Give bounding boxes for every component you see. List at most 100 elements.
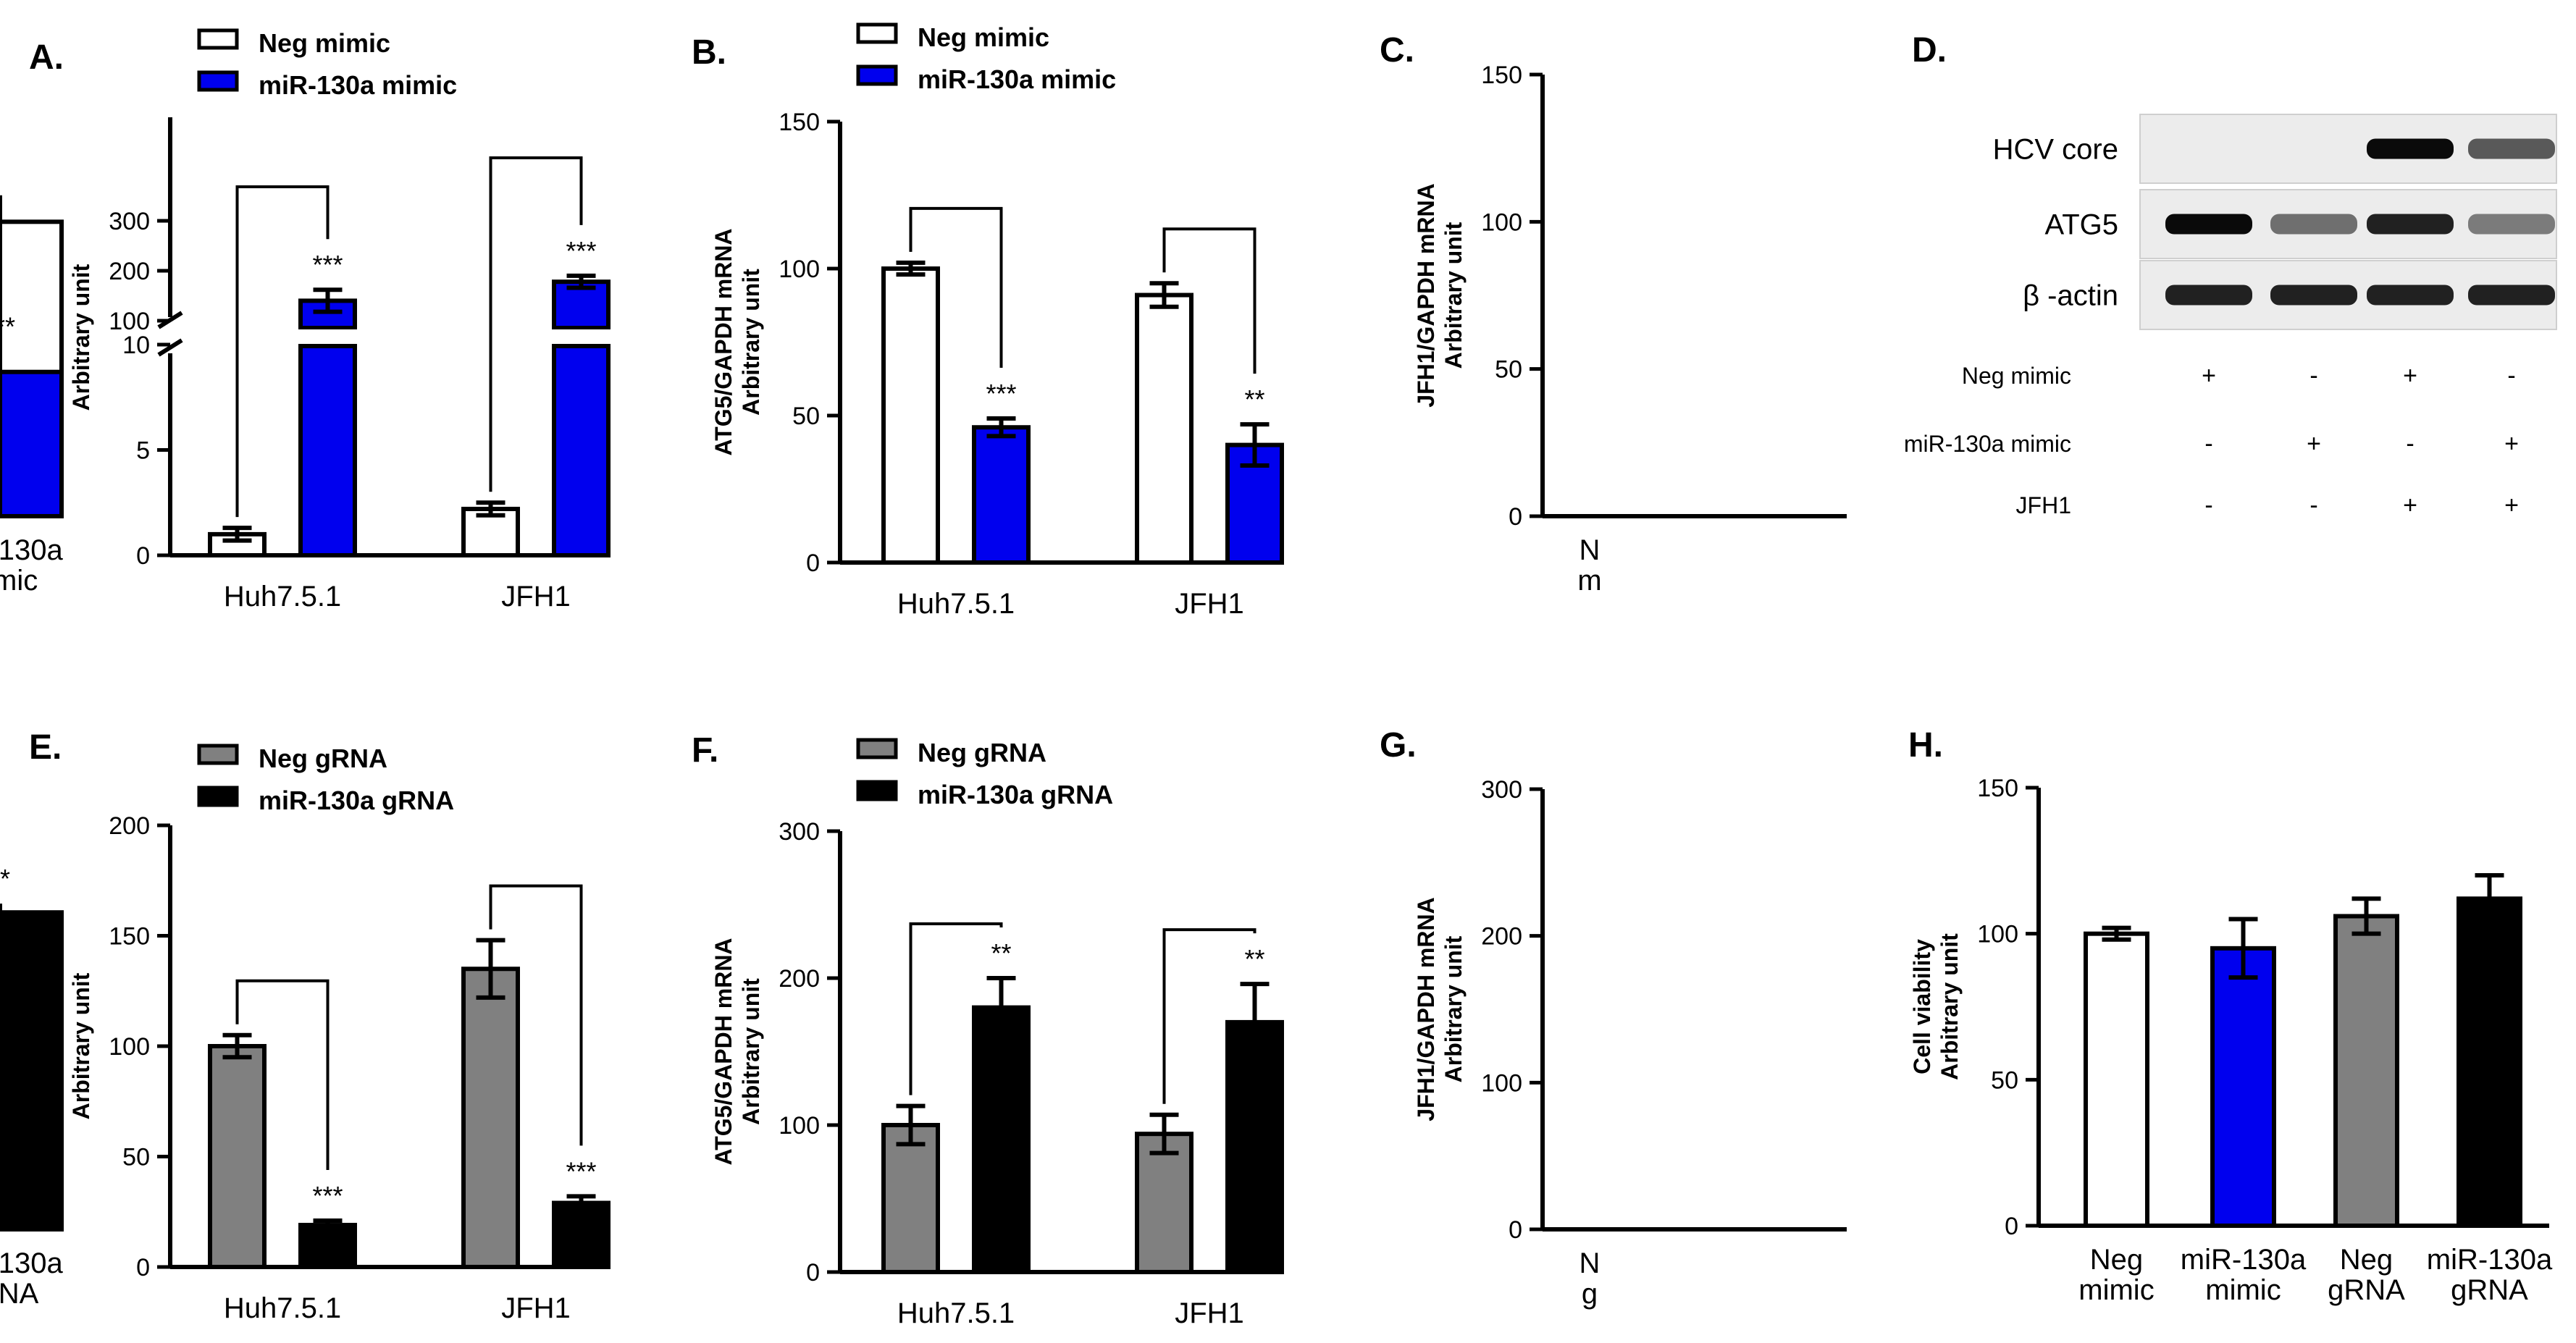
error-bar [896,1103,926,1147]
y-tick-label: 200 [109,258,150,285]
panel-label: F. [692,731,718,770]
error-bar [476,500,505,518]
bar [461,967,520,1269]
condition-sign: + [2307,430,2321,458]
significance-label: *** [566,236,596,266]
y-tick-label: 100 [109,1033,150,1061]
bar [2210,946,2276,1229]
condition-sign: - [2309,362,2317,390]
axis-break-gap [298,329,358,344]
y-tick-label: 0 [1509,1216,1522,1244]
y-axis-label-line: Arbitrary unit [1440,222,1467,369]
legend-label: Neg gRNA [259,744,387,773]
x-tick-label: Huh7.5.1 [224,1292,341,1324]
legend-label: Neg mimic [918,22,1049,52]
y-axis-label-line: ATG5/GAPDH mRNA [710,228,737,455]
y-tick-label: 150 [1977,775,2018,802]
y-tick-label: 100 [1977,921,2018,948]
significance-bracket [1162,227,1256,374]
y-axis-label-line: Arbitrary unit [68,264,94,411]
significance-bracket [489,884,583,1146]
bar [552,344,611,557]
error-bar [2475,873,2504,925]
x-tick-label: gRNA [2328,1274,2405,1306]
blot-row-label: ATG5 [2044,209,2118,241]
error-bar [222,526,252,543]
blot-band [2165,214,2252,235]
condition-sign: + [2403,362,2417,390]
y-tick-label: 0 [136,542,150,570]
legend-swatch [856,780,898,801]
condition-label: JFH1 [2016,492,2071,518]
x-tick-label: mimic [2078,1274,2154,1306]
significance-label: *** [312,250,343,279]
y-axis: 0 50 100 150 [1481,62,1545,531]
y-axis-label: JFH1/GAPDH mRNA Arbitrary unit [1413,183,1467,407]
bar [298,1223,357,1270]
x-tick-label: mimic [2205,1274,2281,1306]
legend-label: miR-130a mimic [259,70,457,100]
y-axis-label: ATG5/GAPDH mRNA Arbitrary unit [710,228,764,455]
blot-band [2367,138,2454,159]
y-tick-label: 150 [779,109,820,136]
panel-label: D. [1912,31,1947,70]
significance-bracket [1162,928,1256,1104]
error-bar [986,976,1016,1040]
significance-bracket [489,156,583,492]
condition-sign: + [2403,492,2417,519]
significance-bracket [235,185,330,518]
significance-label: *** [0,311,15,341]
y-tick-label: 100 [779,1112,820,1140]
bar [208,531,267,558]
bar [881,1123,940,1274]
y-tick-label: 0 [1509,503,1522,531]
significance-label: ** [1244,384,1264,414]
error-bar [566,273,596,290]
error-bar [1149,1112,1179,1155]
y-tick-label: 0 [806,550,820,577]
bar [1135,1132,1193,1275]
y-tick-label: 5 [136,437,150,465]
y-tick-label: 100 [109,308,150,335]
significance-label: *** [566,1156,596,1186]
x-tick-label: gRNA [2451,1274,2528,1306]
blot-band [2367,285,2454,306]
x-tick-label: Neg [2090,1244,2143,1276]
bar [298,344,357,557]
legend-label: Neg mimic [259,28,390,58]
y-tick-label: 100 [779,256,820,283]
blot-band [2468,285,2555,306]
x-tick-label: Neg [1579,534,2576,566]
error-bar [2228,917,2258,980]
y-axis: 0 50 100 150 200 [109,812,172,1281]
error-bar [1240,422,1270,468]
y-tick-label: 50 [1495,356,1522,384]
y-axis-label-line: Arbitrary unit [1440,935,1467,1082]
bar [2457,896,2522,1229]
error-bar [313,1218,343,1232]
condition-sign: + [2202,362,2216,390]
error-bar [566,1194,596,1212]
bar [2333,914,2399,1228]
y-tick-label: 200 [779,965,820,993]
y-tick-label: 150 [109,923,150,951]
blot-row: ATG5 [2044,189,2557,259]
error-bar [2351,896,2381,936]
condition-sign: - [2204,492,2212,519]
y-tick-label: 50 [122,1144,150,1171]
bar [552,1200,611,1270]
x-tick-label: JFH1 [501,581,571,612]
x-tick-label: Huh7.5.1 [224,581,341,612]
x-tick-label: Neg [2340,1244,2393,1276]
bar [1225,1019,1284,1275]
legend-swatch [197,786,239,807]
significance-bracket [235,979,330,1170]
significance-label: *** [312,1181,343,1211]
y-axis-label-line: JFH1/GAPDH mRNA [1413,897,1439,1121]
y-tick-label: 10 [122,332,150,359]
blot-row-label: β -actin [2023,280,2118,312]
bar [0,910,64,1232]
panel-label: A. [29,38,64,77]
panel-label: B. [692,33,726,72]
blot-row: HCV core [1993,114,2557,184]
